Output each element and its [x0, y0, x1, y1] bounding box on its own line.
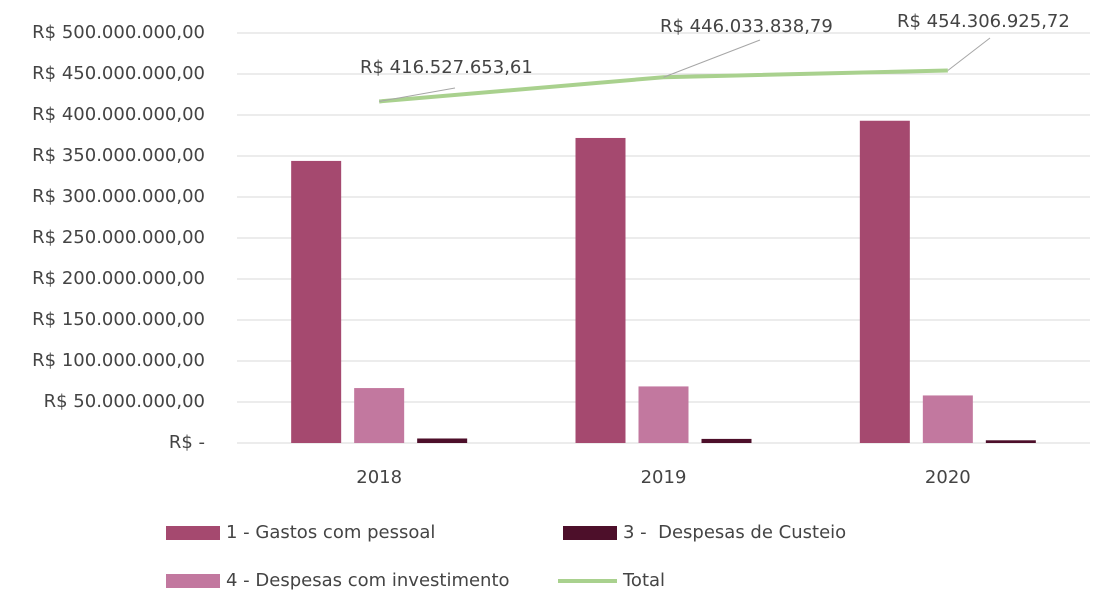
- leader-line: [663, 39, 761, 78]
- leader-line: [379, 87, 456, 102]
- bar: [638, 386, 689, 443]
- y-tick-label: R$ 250.000.000,00: [32, 227, 205, 248]
- legend-label: Total: [622, 570, 665, 591]
- bar: [354, 388, 405, 443]
- legend-swatch: [166, 526, 220, 540]
- legend-swatch: [563, 526, 617, 540]
- x-tick-label: 2019: [641, 467, 687, 488]
- leader-line: [947, 37, 991, 71]
- legend-swatch: [166, 574, 220, 588]
- legend-label: 3 - Despesas de Custeio: [623, 522, 846, 543]
- y-tick-label: R$ -: [169, 432, 205, 453]
- y-tick-label: R$ 300.000.000,00: [32, 186, 205, 207]
- y-tick-label: R$ 200.000.000,00: [32, 268, 205, 289]
- legend-label: 4 - Despesas com investimento: [226, 570, 510, 591]
- bar: [575, 137, 626, 443]
- y-tick-label: R$ 100.000.000,00: [32, 350, 205, 371]
- y-tick-label: R$ 450.000.000,00: [32, 63, 205, 84]
- x-tick-label: 2018: [356, 467, 402, 488]
- data-label: R$ 416.527.653,61: [360, 57, 533, 78]
- data-label: R$ 454.306.925,72: [897, 11, 1070, 32]
- bar: [859, 120, 910, 444]
- bar: [985, 440, 1036, 443]
- y-tick-label: R$ 350.000.000,00: [32, 145, 205, 166]
- x-tick-label: 2020: [925, 467, 971, 488]
- y-tick-label: R$ 150.000.000,00: [32, 309, 205, 330]
- bar: [291, 160, 342, 444]
- bar: [417, 438, 468, 443]
- y-tick-label: R$ 50.000.000,00: [44, 391, 205, 412]
- data-label: R$ 446.033.838,79: [660, 16, 833, 37]
- line: [378, 68, 948, 104]
- y-tick-label: R$ 500.000.000,00: [32, 22, 205, 43]
- bar: [701, 438, 752, 443]
- y-tick-label: R$ 400.000.000,00: [32, 104, 205, 125]
- legend-label: 1 - Gastos com pessoal: [226, 522, 435, 543]
- bar: [922, 395, 973, 443]
